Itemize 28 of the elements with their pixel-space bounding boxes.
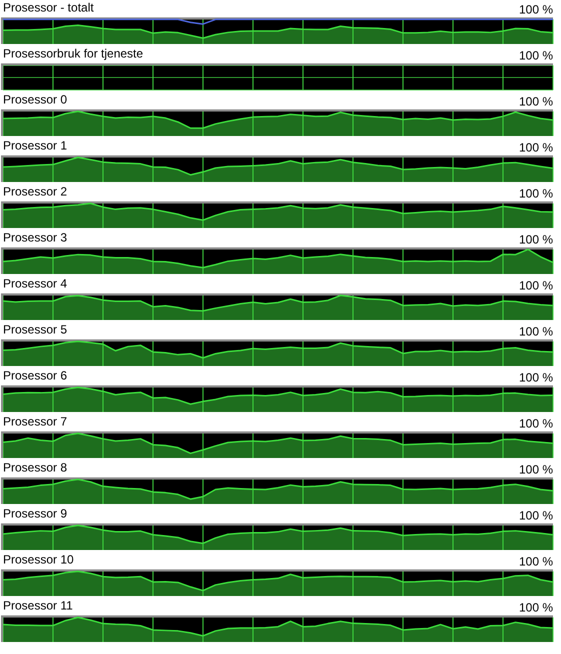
text: 100 % [518,370,554,385]
text: 100 % [518,416,554,431]
text: 100 % [518,278,554,293]
text: 100 % [518,324,554,339]
text: 100 % [518,462,554,477]
chart-title: Prosessor 10 [3,552,74,567]
text: 100 % [518,48,554,63]
chart-title: Prosessor 11 [3,598,74,613]
chart-title: Prosessor 2 [3,184,68,199]
chart-title: Prosessor 3 [3,230,68,245]
text: 100 % [518,94,554,109]
chart-title: Prosessor 1 [3,138,68,153]
chart-title: Prosessor 6 [3,368,68,383]
chart-title: Prosessor 4 [3,276,68,291]
text: 100 % [518,600,554,615]
text: 100 % [518,232,554,247]
chart-title: Prosessor 8 [3,460,68,475]
text: 100 % [518,508,554,523]
chart-title: Prosessor 0 [3,92,68,107]
text: 100 % [518,554,554,569]
text: 100 % [518,140,554,155]
chart-title: Prosessor 5 [3,322,68,337]
chart-title: Prosessor - totalt [3,0,94,15]
text: 100 % [518,186,554,201]
chart-title: Prosessor 7 [3,414,68,429]
text: 100 % [518,2,554,17]
text: Prosessorbruk for tjeneste [3,46,144,61]
chart-title: Prosessor 9 [3,506,68,521]
